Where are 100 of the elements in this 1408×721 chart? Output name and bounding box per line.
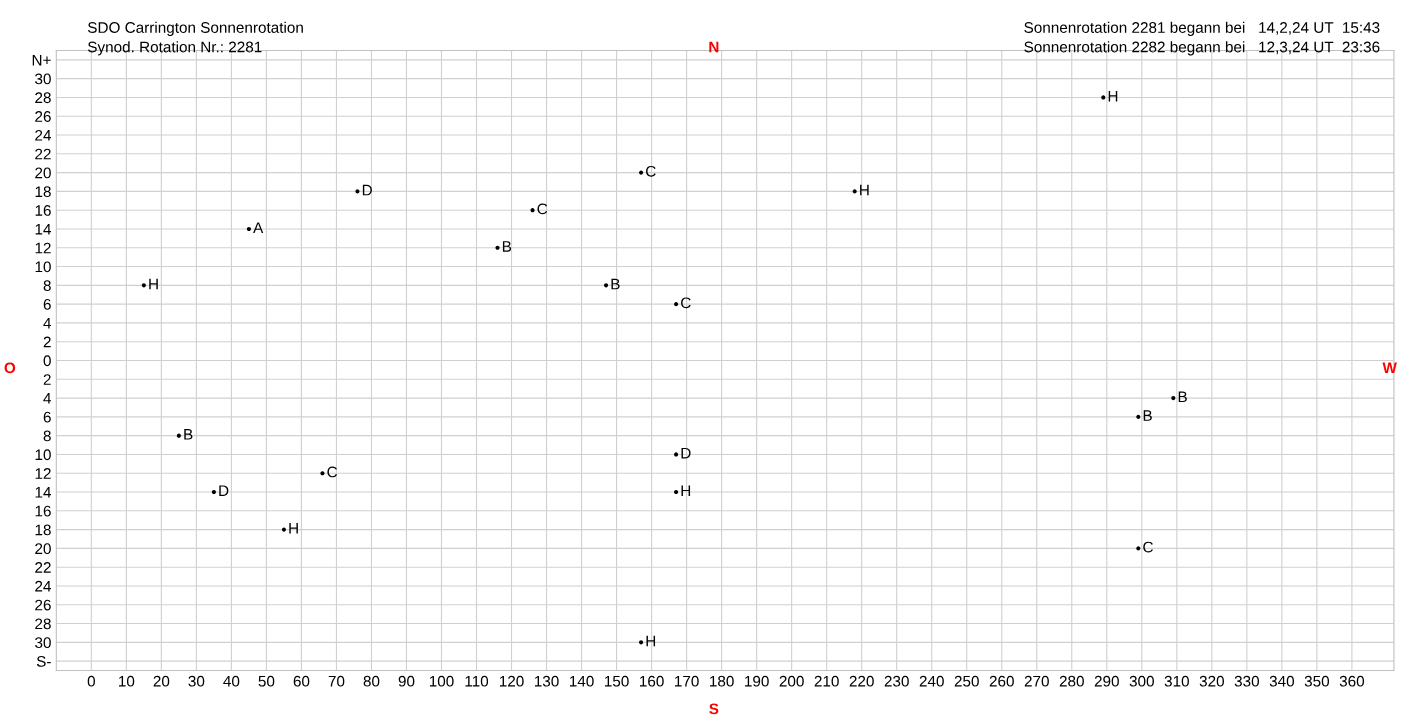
x-tick-label: 250 [954,675,979,687]
x-tick-label: 210 [814,675,839,687]
y-tick-label: 0 [43,355,51,367]
data-label: H [646,635,656,647]
text: S [709,703,719,715]
data-label: C [1143,541,1153,553]
annotation: N [709,41,719,53]
point [674,302,679,307]
x-tick-label: 320 [1199,675,1224,687]
point [1136,546,1141,551]
x-tick-label: 80 [363,675,380,687]
data-label: D [219,485,229,496]
y-tick-label: 10 [35,449,51,461]
data-label: B [611,278,620,290]
point [603,283,609,288]
x-tick-label: 310 [1164,675,1189,687]
point [639,170,644,175]
x-tick-label: 180 [710,675,734,687]
x-tick-label: 270 [1024,675,1049,687]
data-label: H [681,485,691,496]
data-label: D [681,447,691,459]
x-tick-label: 330 [1234,675,1259,687]
x-tick-label: 150 [604,675,629,687]
x-tick-label: 280 [1059,675,1084,687]
y-tick-label: 18 [35,186,51,198]
data-label: B [1143,410,1152,421]
x-tick-label: 40 [223,675,240,687]
y-tick-label: 24 [35,580,52,592]
y-tick-label: 30 [35,73,51,85]
text: O [4,362,16,374]
data-label: B [502,241,512,252]
x-tick-label: 300 [1129,675,1154,687]
point [674,489,679,495]
x-tick-label: 130 [534,675,559,687]
x-tick-label: 140 [569,675,594,687]
y-tick-label: 20 [35,543,51,555]
x-tick-label: 230 [884,675,909,687]
data-label: B [184,429,193,440]
x-tick-label: 20 [153,675,170,687]
data-label: H [289,523,298,534]
chart-subtitle: Synod. Rotation Nr.: 2281 [87,41,262,56]
y-tick-label: 24 [35,129,52,141]
y-tick-label: 30 [35,637,51,649]
data-label: H [1108,90,1118,102]
y-tick-label: 12 [35,242,51,254]
y-tick-label: 8 [43,430,51,442]
x-tick-label: 120 [499,675,524,687]
data-label: H [149,278,158,290]
y-tick-label: S- [36,656,51,667]
point [1171,396,1176,401]
x-tick-label: 240 [919,675,944,687]
annotation: W [1382,362,1397,374]
data-label: A [253,222,264,233]
x-tick-label: 50 [258,675,275,687]
x-tick-label: 170 [675,675,699,687]
point [530,208,535,213]
y-tick-label: 8 [43,280,51,292]
y-tick-label: 12 [35,468,51,479]
text: Sonnenrotation 2281 begann bei 14,2,24 UT 15:43 [1024,21,1380,36]
x-tick-label: 0 [87,675,95,687]
y-tick-label: 2 [43,336,51,348]
y-tick-label: 14 [35,487,52,498]
x-tick-label: 110 [465,675,489,687]
point [1136,414,1141,419]
x-tick-label: 290 [1094,675,1119,687]
point [320,471,325,476]
x-tick-label: 200 [779,675,804,687]
point [281,527,287,532]
y-tick-label: 16 [35,205,51,216]
y-tick-label: 26 [35,599,51,611]
point [852,189,857,194]
x-tick-label: 60 [293,675,310,687]
y-tick-label: 26 [35,111,51,122]
x-tick-label: 70 [328,675,345,687]
y-tick-label: 28 [35,92,51,104]
data-label: C [646,165,656,177]
data-label: C [681,297,691,309]
data-label: C [327,466,338,478]
chart-title: SDO Carrington Sonnenrotation [87,21,303,36]
y-tick-label: 16 [35,505,51,517]
point [674,452,679,457]
point [495,245,500,250]
x-tick-label: 260 [989,675,1014,687]
y-tick-label: 14 [35,224,52,235]
y-tick-label: 6 [43,299,51,310]
point [246,226,251,232]
x-tick-label: 220 [849,675,874,687]
y-tick-label: 4 [43,393,52,404]
point [211,489,216,495]
data-label: D [362,184,372,196]
y-tick-label: 22 [35,148,51,160]
x-tick-label: 10 [119,675,135,687]
point [639,640,644,645]
y-tick-label: 2 [43,374,51,385]
point [141,283,146,288]
y-tick-label: 22 [35,562,51,573]
x-tick-label: 160 [640,675,664,687]
x-tick-label: 100 [429,675,454,687]
x-tick-label: 350 [1304,675,1330,687]
y-tick-label: 18 [35,524,51,536]
